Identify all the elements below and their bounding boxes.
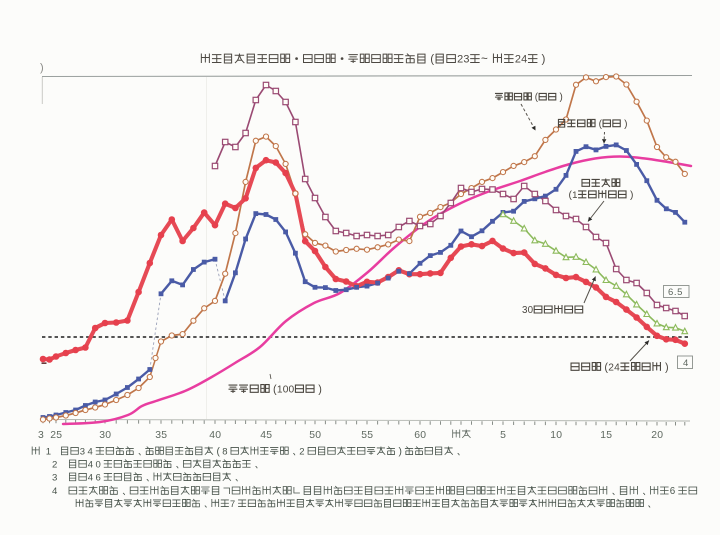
svg-text:(: ( [430,53,434,66]
svg-text:6: 6 [96,472,101,483]
svg-text:(: ( [599,119,603,130]
svg-text:7: 7 [230,499,235,509]
svg-text:30: 30 [99,430,111,441]
svg-text:0: 0 [283,385,289,396]
svg-text:): ) [665,362,669,374]
svg-text:2: 2 [299,446,304,457]
svg-text:): ) [40,62,44,74]
svg-text:4: 4 [88,472,93,483]
svg-text:(: ( [273,384,277,396]
svg-text:4: 4 [614,363,620,374]
svg-text:8: 8 [222,446,227,457]
svg-text:(: ( [604,362,608,374]
svg-text:): ) [560,92,563,103]
svg-text:4: 4 [52,486,58,497]
svg-text:1: 1 [46,447,51,458]
svg-text:3: 3 [38,430,44,441]
svg-text:): ) [318,384,322,396]
svg-text:0: 0 [289,385,295,396]
svg-text:): ) [542,53,546,66]
svg-text:35: 35 [155,430,167,441]
svg-text:~: ~ [481,53,488,66]
svg-text:40: 40 [209,430,221,441]
svg-text:): ) [399,446,402,457]
svg-text:): ) [624,119,627,130]
svg-text:3: 3 [80,446,85,457]
svg-text:3: 3 [463,54,469,66]
svg-text:55: 55 [361,430,373,441]
svg-text:10: 10 [550,430,562,441]
svg-text:0: 0 [96,459,101,470]
svg-text:4: 4 [88,446,93,457]
svg-text:0: 0 [528,305,534,316]
svg-text:(: ( [535,92,539,103]
svg-text:20: 20 [651,430,663,441]
svg-text:6.5: 6.5 [668,287,683,298]
svg-text:45: 45 [260,430,272,441]
svg-text:25: 25 [50,430,62,441]
svg-text:50: 50 [309,430,321,441]
svg-text:6: 6 [670,486,676,497]
svg-text:1: 1 [277,385,283,396]
svg-text:(: ( [217,446,221,457]
svg-text:1: 1 [572,190,577,201]
svg-text:4: 4 [88,459,93,470]
svg-text:15: 15 [600,430,612,441]
svg-text:60: 60 [414,430,426,441]
svg-text:4: 4 [683,358,688,369]
svg-text:2: 2 [52,460,57,471]
svg-text:2: 2 [608,363,614,374]
svg-text:5: 5 [500,430,506,441]
svg-text:(: ( [569,190,573,201]
svg-text:4: 4 [521,54,527,66]
svg-text:2: 2 [457,54,463,66]
svg-text:3: 3 [52,473,57,484]
svg-text:3: 3 [522,305,528,316]
svg-text:2: 2 [515,54,521,66]
svg-text:): ) [630,190,633,201]
